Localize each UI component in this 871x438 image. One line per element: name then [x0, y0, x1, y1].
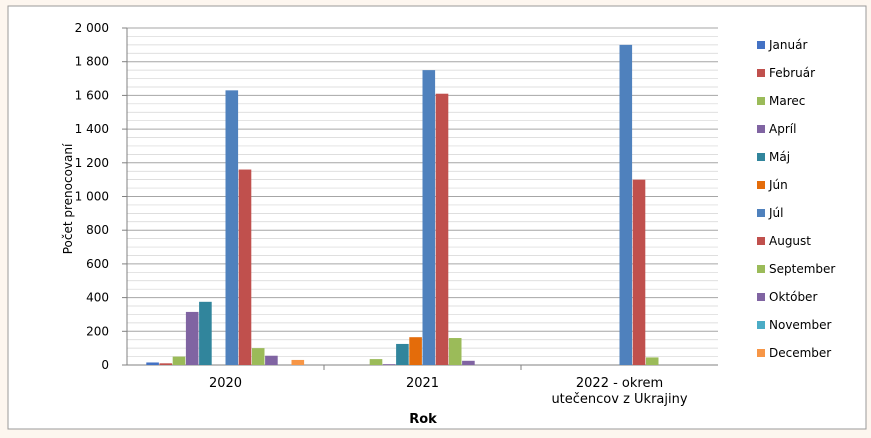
legend-label: November — [769, 318, 831, 332]
legend-label: Máj — [769, 150, 790, 164]
x-tick-label: 2022 - okrem — [576, 376, 663, 391]
legend-label: September — [769, 262, 835, 276]
legend-label: Marec — [769, 94, 805, 108]
y-tick-label: 1 600 — [75, 88, 109, 102]
bar-september — [448, 338, 462, 365]
y-tick-label: 1 000 — [75, 190, 109, 204]
bar-marec — [369, 359, 383, 365]
bar-júl — [225, 90, 239, 365]
y-tick-label: 1 200 — [75, 156, 109, 170]
y-tick-label: 800 — [86, 223, 109, 237]
bar-marec — [172, 356, 186, 365]
bar-august — [632, 179, 646, 365]
bar-august — [238, 169, 252, 365]
legend-label: Apríl — [769, 122, 796, 136]
y-tick-label: 200 — [86, 324, 109, 338]
legend-label: Jún — [768, 178, 788, 192]
y-axis-label: Počet prenocovaní — [61, 143, 75, 254]
legend-label: Február — [769, 66, 815, 80]
bar-september — [251, 348, 265, 365]
legend-swatch — [757, 321, 765, 329]
legend-swatch — [757, 41, 765, 49]
bar-júl — [619, 44, 633, 365]
bar-december — [291, 359, 305, 365]
y-tick-label: 1 400 — [75, 122, 109, 136]
legend-label: Október — [769, 290, 817, 304]
y-tick-label: 600 — [86, 257, 109, 271]
y-tick-label: 1 800 — [75, 55, 109, 69]
bar-september — [645, 357, 659, 365]
legend-swatch — [757, 181, 765, 189]
bar-október — [265, 355, 278, 365]
y-tick-label: 0 — [101, 358, 109, 372]
bar-apríl — [185, 311, 199, 365]
bar-apríl — [382, 364, 396, 365]
bar-október — [462, 360, 475, 365]
bar-júl — [422, 70, 436, 365]
legend-label: August — [769, 234, 811, 248]
legend-label: Január — [768, 38, 807, 52]
legend-swatch — [757, 125, 765, 133]
legend-label: Júl — [768, 206, 783, 220]
legend-swatch — [757, 69, 765, 77]
bar-jún — [409, 337, 422, 365]
bar-máj — [199, 301, 212, 365]
y-tick-label: 400 — [86, 291, 109, 305]
y-tick-label: 2 000 — [75, 21, 109, 35]
legend-label: December — [769, 346, 831, 360]
legend-swatch — [757, 97, 765, 105]
bar-február — [159, 363, 173, 365]
x-axis-label: Rok — [409, 412, 437, 427]
legend-swatch — [757, 209, 765, 217]
legend-swatch — [757, 265, 765, 273]
legend-swatch — [757, 237, 765, 245]
x-tick-label: 2021 — [406, 376, 439, 391]
bar-január — [146, 362, 159, 365]
legend-swatch — [757, 153, 765, 161]
legend-swatch — [757, 349, 765, 357]
x-tick-label: 2020 — [209, 376, 242, 391]
bar-máj — [396, 343, 409, 365]
x-tick-label: utečencov z Ukrajiny — [551, 392, 687, 407]
bar-august — [435, 93, 449, 365]
legend-swatch — [757, 293, 765, 301]
